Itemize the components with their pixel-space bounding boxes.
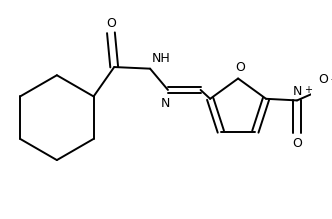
Text: +: +: [303, 85, 311, 95]
Text: O: O: [292, 137, 302, 150]
Text: O: O: [318, 73, 328, 86]
Text: O: O: [106, 16, 116, 30]
Text: N: N: [161, 97, 170, 110]
Text: -: -: [330, 74, 332, 84]
Text: NH: NH: [152, 52, 171, 65]
Text: N: N: [292, 85, 302, 98]
Text: O: O: [235, 61, 245, 74]
